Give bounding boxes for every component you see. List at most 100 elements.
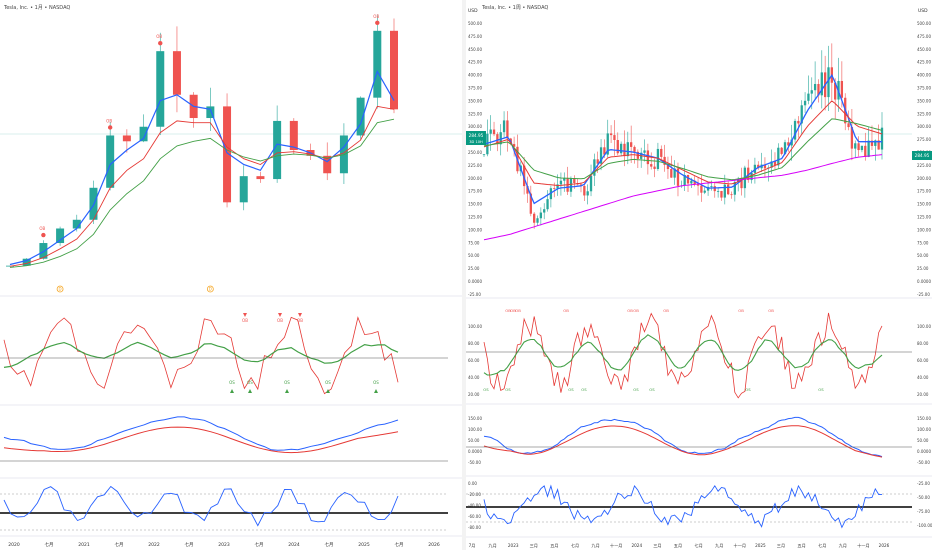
left-os-triangle (374, 389, 378, 393)
right-candle (817, 83, 820, 96)
right-candle (533, 213, 536, 223)
left-os-label: OS (229, 380, 235, 385)
left-ob-label: OB (277, 318, 283, 323)
right-price-axis-left-label: 150.00 (468, 202, 482, 207)
right-candle (593, 159, 596, 176)
right-candle (660, 148, 663, 157)
right-osc1-axis-label: 60.00 (917, 358, 929, 363)
left-osc1-slow-line (3, 341, 399, 368)
left-candle (22, 258, 31, 266)
right-osc1-axis-label: 20.00 (917, 392, 929, 397)
right-ob-label: OB (633, 308, 639, 313)
right-chart-panel[interactable]: Tesla, Inc. • 1周 • NASDAQ USD USD 500.00 50… (466, 0, 932, 550)
right-x-tick-label: 五月 (550, 543, 558, 549)
right-price-axis-left-label: 250.00 (468, 150, 482, 155)
left-header-sep: • (30, 5, 34, 11)
right-price-axis-label: 400.00 (917, 73, 931, 78)
left-x-tick-label: 七月 (115, 541, 124, 548)
right-x-tick-label: 七月 (694, 542, 702, 549)
left-os-label: OS (284, 380, 290, 385)
right-price-axis-left-label: 225.00 (468, 163, 482, 168)
left-candle (206, 106, 215, 119)
left-candle (106, 135, 115, 188)
left-ob-dot (375, 20, 380, 26)
right-candle (790, 139, 793, 146)
left-candle (122, 135, 131, 142)
left-chart-panel[interactable]: Tesla, Inc. • 1月 • NASDAQ OB OB OB OB D D OB OB… (0, 0, 462, 550)
right-osc1-axis-left-label: 80.00 (468, 341, 480, 346)
left-os-label: OS (247, 380, 253, 385)
left-osc2-blue-line (3, 416, 399, 451)
right-price-axis-left-label: 0.0000 (468, 279, 482, 284)
left-x-tick-label: 七月 (395, 541, 404, 548)
right-candle (526, 186, 529, 194)
right-header-sep: • (508, 5, 512, 11)
right-osc1-axis-left-label: 100.00 (468, 324, 482, 329)
right-osc1-axis-label: 80.00 (917, 341, 929, 346)
left-chart-svg[interactable]: OB OB OB OB D D OB OB OB OS OS OS OS OS 2020 七月 2021 七月 20… (0, 0, 462, 550)
left-os-triangle (326, 389, 330, 393)
right-price-axis-left-label: 75.00 (468, 240, 480, 245)
right-candle (730, 194, 733, 196)
right-price-badge-right: 284.95 (915, 153, 930, 158)
right-candle (569, 178, 573, 192)
left-x-tick-label: 2021 (78, 542, 90, 548)
right-currency-label-left: USD (468, 8, 478, 14)
right-ema-line-2 (483, 118, 883, 181)
right-chart-svg[interactable]: USD USD 500.00 500.00 475.00 475.00 450.00 450.… (466, 0, 932, 550)
right-candle (864, 145, 867, 157)
right-candle (834, 82, 837, 100)
right-x-tick-label: 三月 (777, 543, 785, 549)
right-os-label: OS (568, 387, 574, 392)
right-price-axis-label: 325.00 (917, 111, 931, 116)
right-price-axis-label: 200.00 (917, 176, 931, 181)
right-osc2-axis-label: 150.00 (917, 416, 931, 421)
right-price-axis-label: 350.00 (917, 98, 931, 103)
left-event-badge (56, 285, 64, 293)
left-candle (139, 126, 148, 142)
left-osc2-red-line (3, 426, 399, 454)
right-x-tick-label: 九月 (488, 542, 496, 549)
left-interval: 1月 (34, 5, 43, 11)
left-x-tick-label: 2020 (8, 542, 20, 548)
left-chart-header: Tesla, Inc. • 1月 • NASDAQ (4, 4, 70, 11)
right-candle (543, 209, 546, 213)
right-price-axis-left-label: 325.00 (468, 111, 482, 116)
right-ema-line-3 (483, 154, 883, 241)
right-candle (613, 135, 616, 140)
right-candle (673, 168, 676, 178)
panel-divider[interactable] (462, 0, 466, 550)
right-candle (499, 132, 502, 145)
right-x-tick-label: 三月 (530, 543, 538, 549)
right-candle (486, 133, 489, 155)
right-header-sep-2: • (522, 5, 526, 11)
right-candle (686, 174, 690, 184)
left-candle (39, 243, 48, 259)
right-candle (546, 199, 549, 210)
right-candle (670, 169, 673, 178)
right-osc3-axis-left-label: -60.00 (468, 514, 481, 519)
left-candle (172, 51, 181, 95)
right-candle (867, 140, 870, 157)
right-candle (522, 165, 526, 187)
left-candle (72, 219, 81, 229)
right-price-axis-left-label: 475.00 (468, 34, 482, 39)
left-event-badge (206, 285, 214, 293)
right-osc3-axis-left-label: -80.00 (468, 525, 481, 530)
left-exchange: NASDAQ (48, 5, 71, 11)
right-price-axis-left-label: 450.00 (468, 47, 482, 52)
right-candle (643, 150, 646, 153)
right-os-label: OS (505, 387, 511, 392)
right-candle (797, 120, 800, 124)
right-ema-line-1 (483, 100, 883, 187)
right-x-tick-label: 2023 (508, 543, 519, 548)
left-ob-dot (158, 40, 163, 46)
left-ob-dot (107, 125, 113, 130)
left-ob-dot-label: OB (373, 14, 379, 19)
left-os-label: OS (325, 380, 331, 385)
right-osc1-axis-label: 100.00 (917, 324, 931, 329)
left-x-tick-label: 2023 (218, 542, 230, 548)
right-candle (803, 100, 807, 106)
right-price-axis-label: 175.00 (917, 189, 931, 194)
right-candle (492, 129, 496, 135)
